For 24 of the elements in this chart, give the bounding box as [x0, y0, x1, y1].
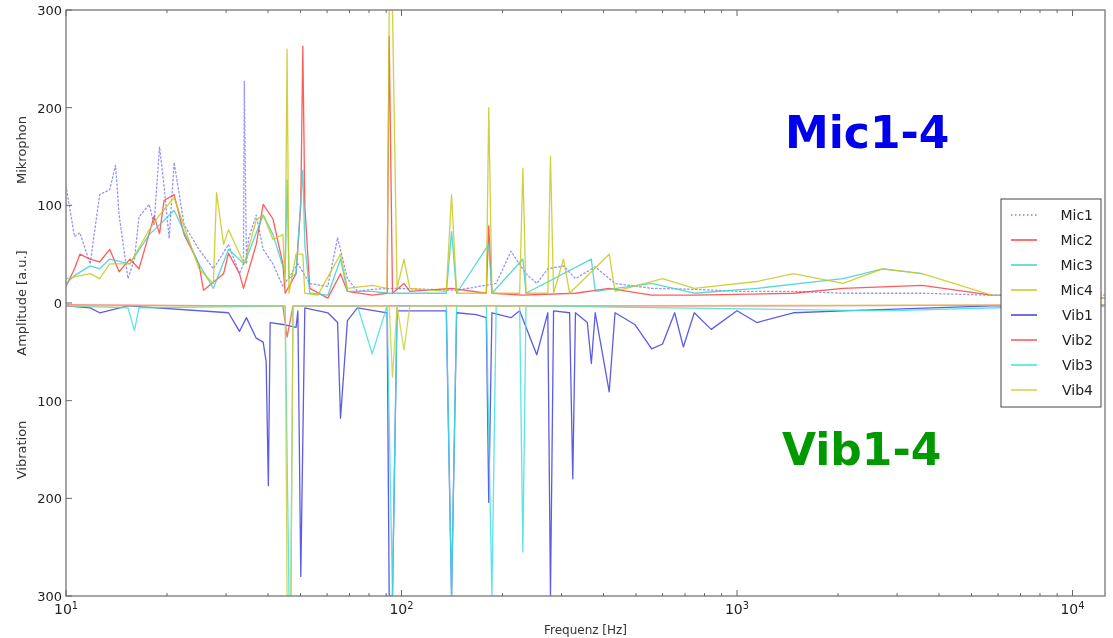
y-tick-label: 100 [37, 393, 62, 409]
y-axis-title: Amplitude [a.u.] [14, 250, 29, 356]
x-axis-title: Frequenz [Hz] [543, 623, 628, 637]
legend-label: Vib4 [1062, 382, 1094, 398]
legend-label: Mic4 [1060, 282, 1094, 298]
legend-label: Vib3 [1062, 357, 1093, 373]
y-tick-label: 300 [37, 589, 62, 604]
y-tick-label: 300 [37, 3, 62, 18]
legend-label: Vib1 [1062, 307, 1093, 323]
y-tick-label: 200 [37, 100, 62, 116]
y-tick-label: 100 [37, 198, 62, 214]
legend-label: Mic2 [1060, 232, 1093, 248]
annotation: Mic1-4 [785, 107, 950, 158]
x-tick-label: 10$^{2}$ [389, 599, 414, 617]
text: Mikrophon [14, 115, 29, 185]
x-tick-label: 10$^{4}$ [1060, 599, 1085, 617]
legend-label: Vib2 [1062, 332, 1093, 348]
x-tick-label: 10$^{3}$ [724, 599, 750, 617]
legend-label: Mic1 [1060, 207, 1093, 223]
legend-label: Mic3 [1060, 257, 1093, 273]
annotation: Vib1-4 [782, 424, 942, 475]
y-tick-label: 200 [37, 491, 62, 507]
y-tick-label: 0 [53, 296, 62, 311]
text: Vibration [14, 420, 29, 480]
